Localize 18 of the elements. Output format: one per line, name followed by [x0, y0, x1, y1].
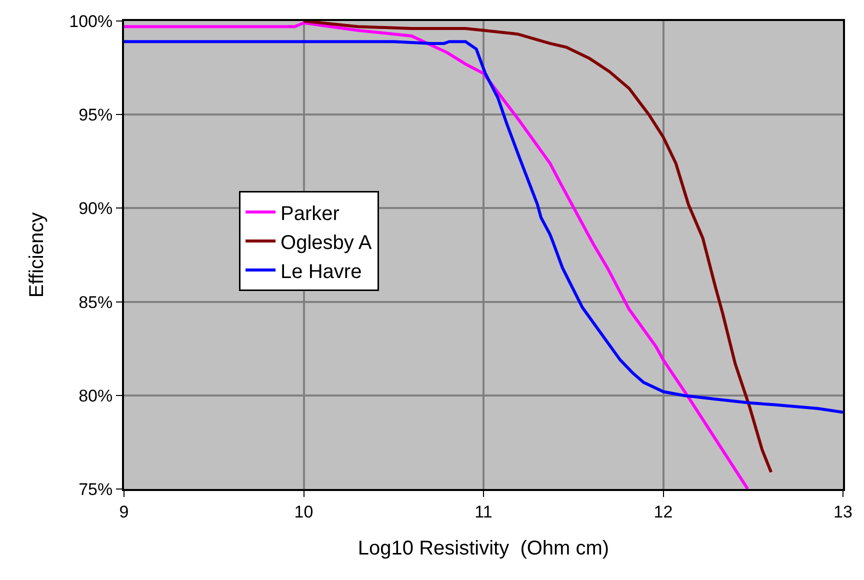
y-tick-label: 100% [69, 12, 113, 31]
y-axis-title: Efficiency [26, 212, 48, 298]
x-axis-title: Log10 Resistivity (Ohm cm) [358, 537, 610, 560]
y-tick-label: 95% [78, 106, 113, 125]
x-tick-label: 9 [119, 502, 129, 522]
x-tick-label: 12 [654, 502, 673, 522]
y-tick-label: 80% [78, 386, 113, 406]
y-tick-label: 90% [78, 199, 113, 218]
y-tick-label: 85% [78, 292, 113, 312]
legend-label: Le Havre [280, 260, 362, 283]
x-tick-label: 11 [474, 502, 492, 522]
y-tick-label: 75% [78, 480, 113, 499]
line-series [124, 40, 843, 414]
legend-label: Parker [280, 202, 340, 225]
legend-label: Oglesby A [280, 232, 372, 254]
x-tick-label: 10 [294, 502, 314, 522]
x-tick-label: 13 [834, 502, 852, 522]
line-series [124, 21, 750, 489]
